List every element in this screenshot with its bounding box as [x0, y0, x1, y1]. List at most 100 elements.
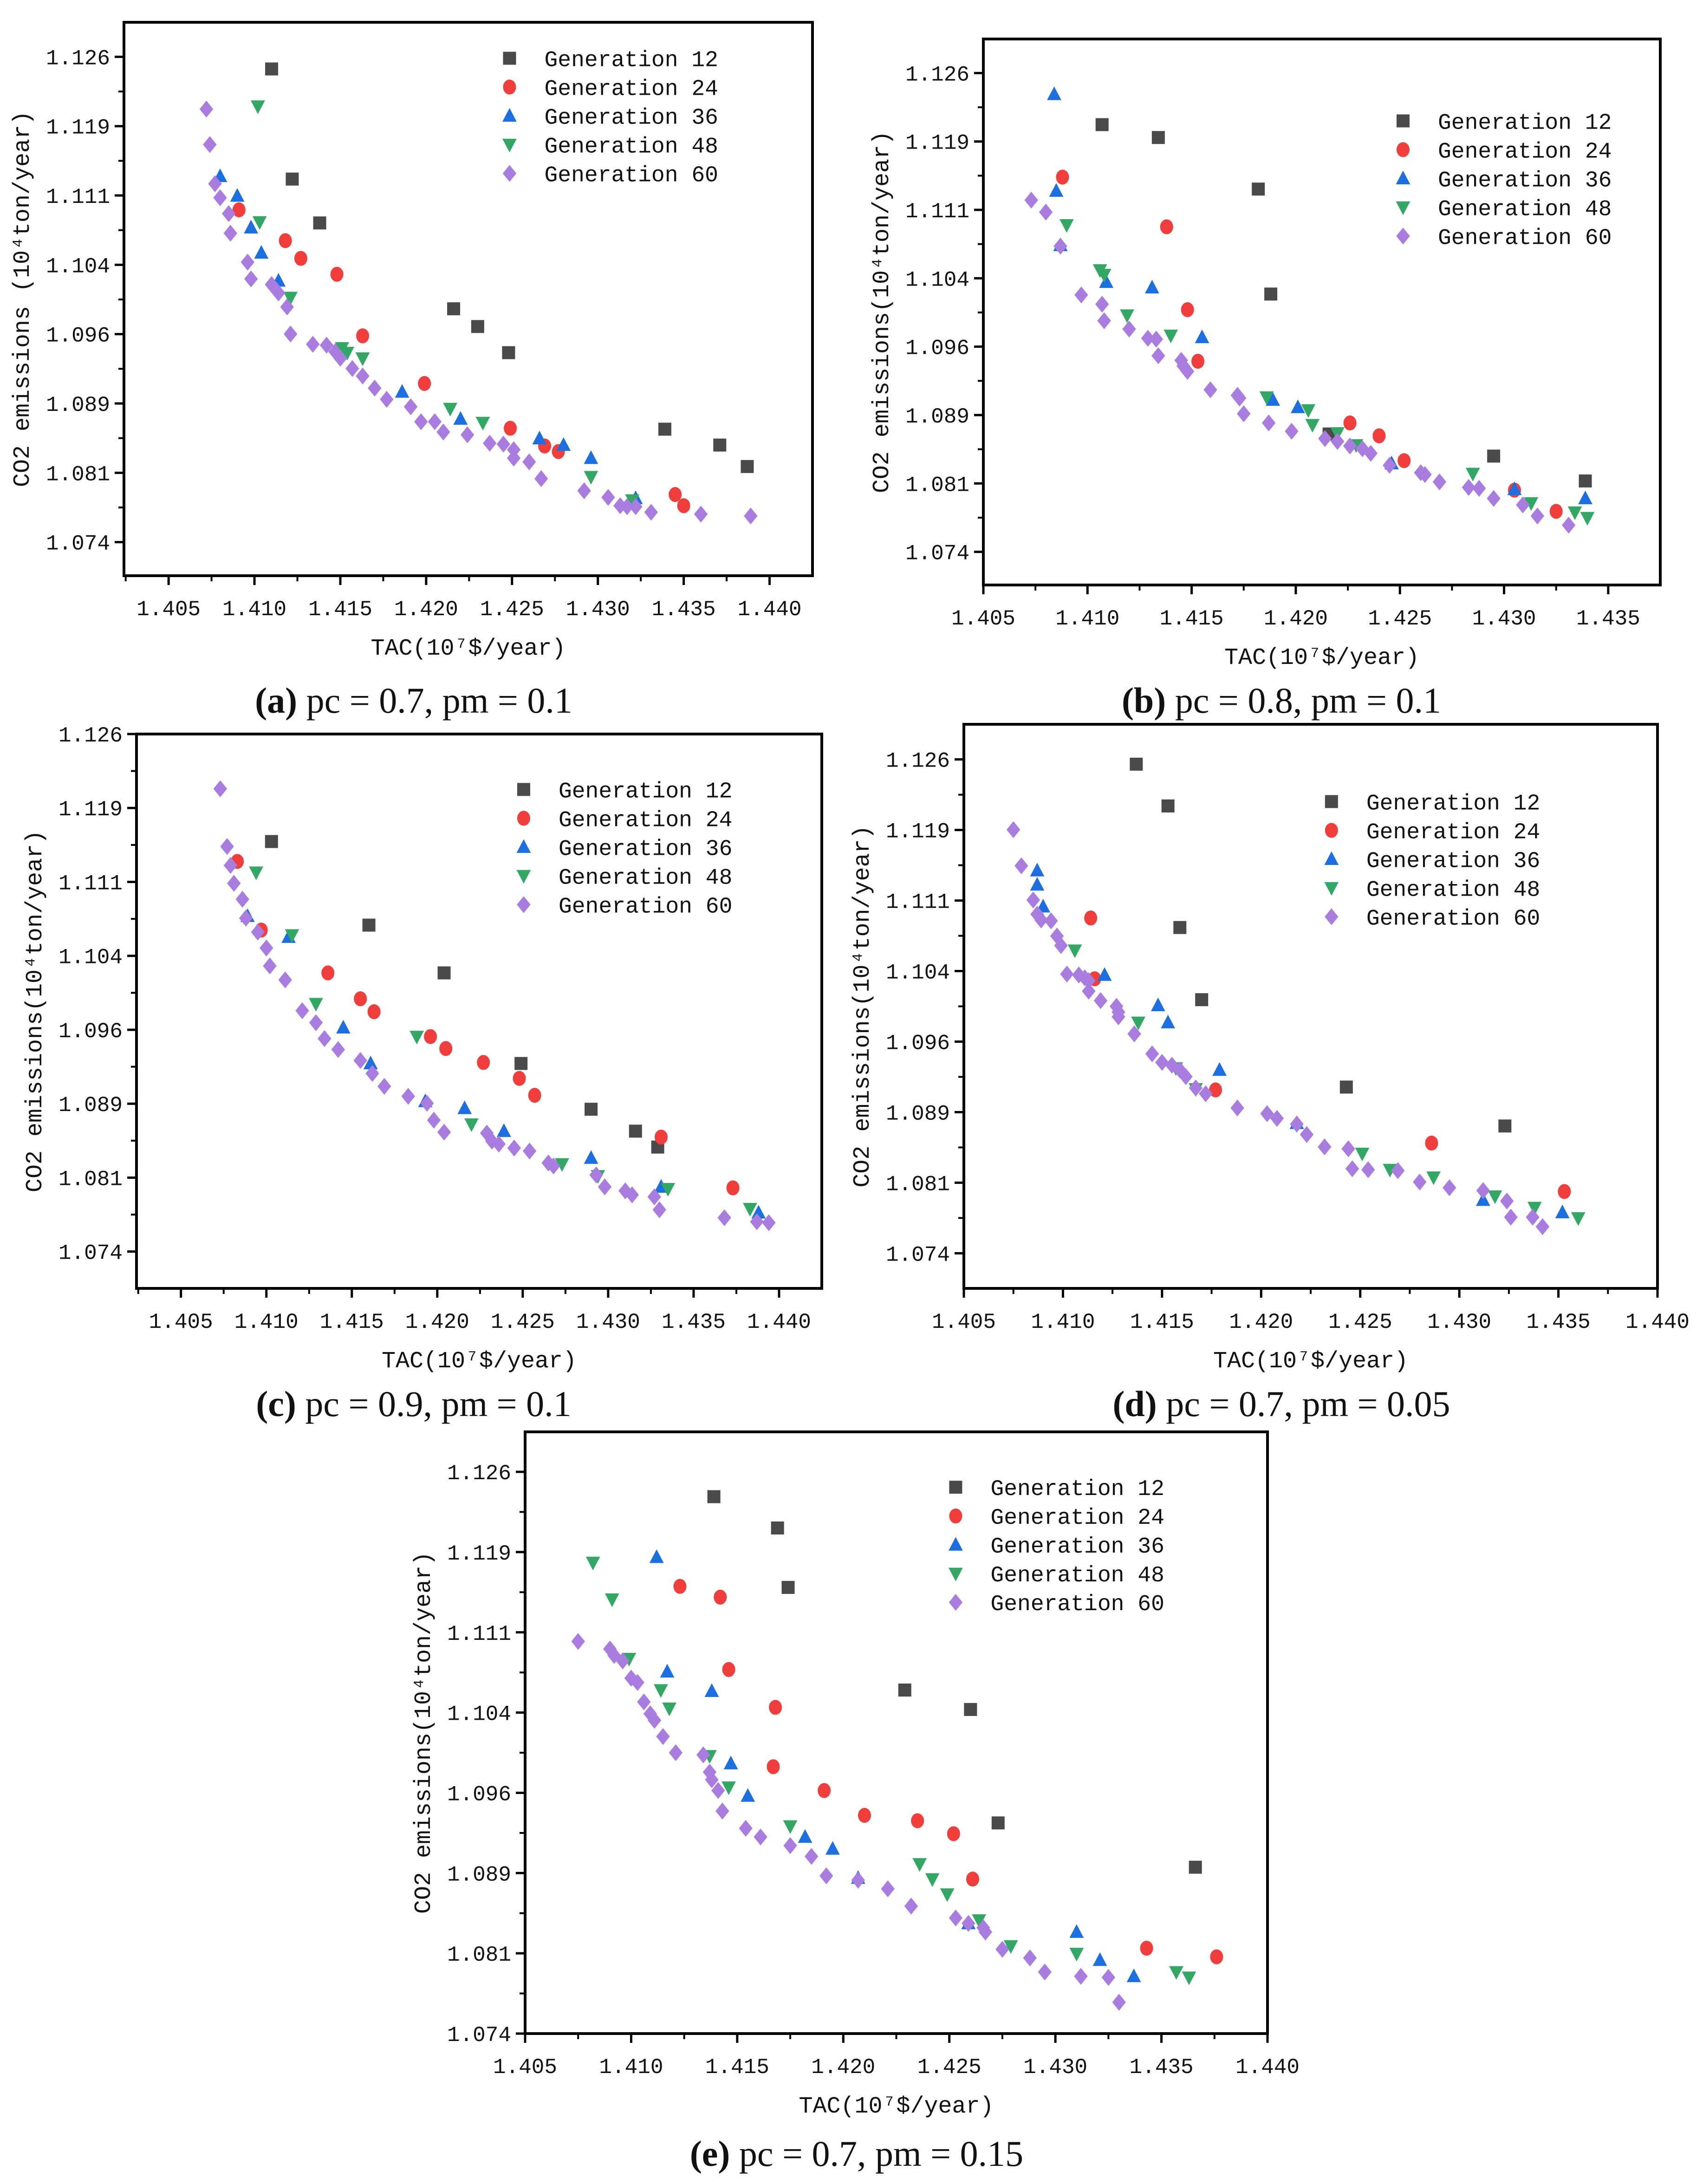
data-point	[1176, 357, 1190, 375]
data-point	[571, 1633, 585, 1650]
data-point	[1054, 937, 1068, 954]
data-point	[904, 1898, 918, 1915]
data-point	[762, 1214, 776, 1231]
legend-label: Generation 36	[990, 1534, 1164, 1560]
data-point	[603, 1640, 617, 1658]
data-point	[420, 1095, 434, 1112]
data-point	[279, 233, 292, 248]
data-point	[1082, 972, 1096, 989]
data-point	[309, 1014, 323, 1031]
data-point	[1535, 1218, 1550, 1235]
data-point	[365, 1065, 379, 1082]
data-point	[1372, 428, 1386, 443]
legend-marker-triangle-up	[502, 108, 517, 122]
series-generation-12	[707, 1490, 1202, 1874]
y-tick-label: 1.074	[46, 532, 110, 556]
x-tick-label: 1.405	[932, 1310, 996, 1334]
data-point	[722, 1662, 735, 1677]
x-tick-label: 1.415	[308, 598, 372, 622]
data-point	[1195, 329, 1209, 344]
data-point	[1266, 392, 1280, 406]
series-generation-48	[1060, 219, 1595, 526]
data-point	[418, 376, 431, 391]
data-point	[647, 1188, 661, 1205]
data-point	[1180, 363, 1195, 380]
data-point	[584, 1150, 598, 1164]
data-point	[504, 421, 517, 436]
data-point	[356, 328, 370, 344]
x-tick-label: 1.420	[394, 598, 458, 622]
y-tick-label: 1.081	[46, 462, 110, 487]
legend-marker-diamond	[1396, 228, 1410, 245]
data-point	[613, 497, 627, 514]
data-point	[464, 1118, 479, 1132]
caption-text: pc = 0.9, pm = 0.1	[296, 1384, 572, 1424]
data-point	[251, 923, 265, 941]
y-tick-label: 1.074	[447, 2023, 511, 2048]
x-tick-label: 1.410	[1055, 607, 1119, 631]
data-point	[249, 866, 264, 880]
data-point	[658, 422, 671, 436]
data-point	[403, 398, 418, 416]
data-point	[514, 1057, 528, 1070]
legend-label: Generation 48	[990, 1563, 1164, 1588]
data-point	[707, 1490, 721, 1503]
y-tick-label: 1.119	[447, 1542, 511, 1566]
data-point	[767, 1759, 780, 1774]
data-point	[629, 498, 643, 515]
data-point	[1579, 474, 1592, 488]
y-tick-label: 1.096	[58, 1020, 123, 1044]
data-point	[208, 175, 222, 192]
x-tick-label: 1.430	[576, 1310, 640, 1334]
data-point	[1361, 1161, 1375, 1178]
data-point	[978, 1924, 993, 1941]
data-point	[947, 1826, 960, 1841]
data-point	[662, 1703, 677, 1716]
data-point	[1169, 1966, 1183, 1980]
legend-marker-triangle-up	[949, 1537, 963, 1551]
data-point	[750, 1213, 764, 1230]
legend-marker-triangle-up	[1396, 170, 1410, 184]
data-point	[401, 1088, 415, 1105]
data-point	[783, 1820, 798, 1834]
x-tick-label: 1.440	[1625, 1310, 1690, 1334]
data-point	[741, 460, 754, 473]
series-generation-12	[1095, 118, 1592, 488]
legend-marker-triangle-down	[949, 1567, 963, 1582]
legend-label: Generation 36	[1366, 849, 1540, 874]
data-point	[475, 416, 490, 431]
data-point	[964, 1703, 977, 1716]
legend-label: Generation 60	[544, 163, 718, 188]
series-generation-60	[199, 100, 758, 525]
data-point	[1261, 414, 1276, 432]
y-tick-label: 1.126	[447, 1462, 511, 1486]
data-point	[254, 245, 269, 259]
scatter-panel-d: 1.405 1.410 1.415 1.420 1.425 1.430 1.435 1.440…	[850, 723, 1690, 1424]
data-point	[1343, 415, 1357, 431]
data-point	[1149, 331, 1164, 348]
data-point	[1383, 456, 1397, 474]
legend-marker-circle	[1325, 823, 1338, 838]
y-tick-label: 1.096	[46, 324, 110, 348]
data-point	[949, 1909, 963, 1927]
caption-text: pc = 0.7, pm = 0.15	[730, 2133, 1023, 2174]
plot-frame	[982, 38, 1662, 586]
data-point	[1130, 757, 1143, 771]
y-axis-label: CO2 emissions (10⁴ton/year)	[10, 111, 36, 487]
data-point	[1318, 430, 1332, 447]
data-point	[437, 1124, 451, 1141]
data-point	[353, 1052, 367, 1069]
legend-marker-square	[503, 52, 516, 65]
legend-label: Generation 60	[559, 894, 732, 919]
data-point	[743, 1202, 757, 1217]
plot-frame	[962, 723, 1659, 1290]
data-point	[232, 202, 246, 218]
data-point	[660, 1664, 675, 1678]
data-point	[1101, 1969, 1116, 1986]
data-point	[513, 1071, 526, 1086]
x-tick-label: 1.415	[320, 1310, 384, 1334]
y-tick-label: 1.119	[886, 820, 950, 844]
data-point	[585, 1103, 598, 1116]
series-generation-24	[673, 1579, 1223, 1964]
y-tick-label: 1.104	[46, 254, 110, 279]
